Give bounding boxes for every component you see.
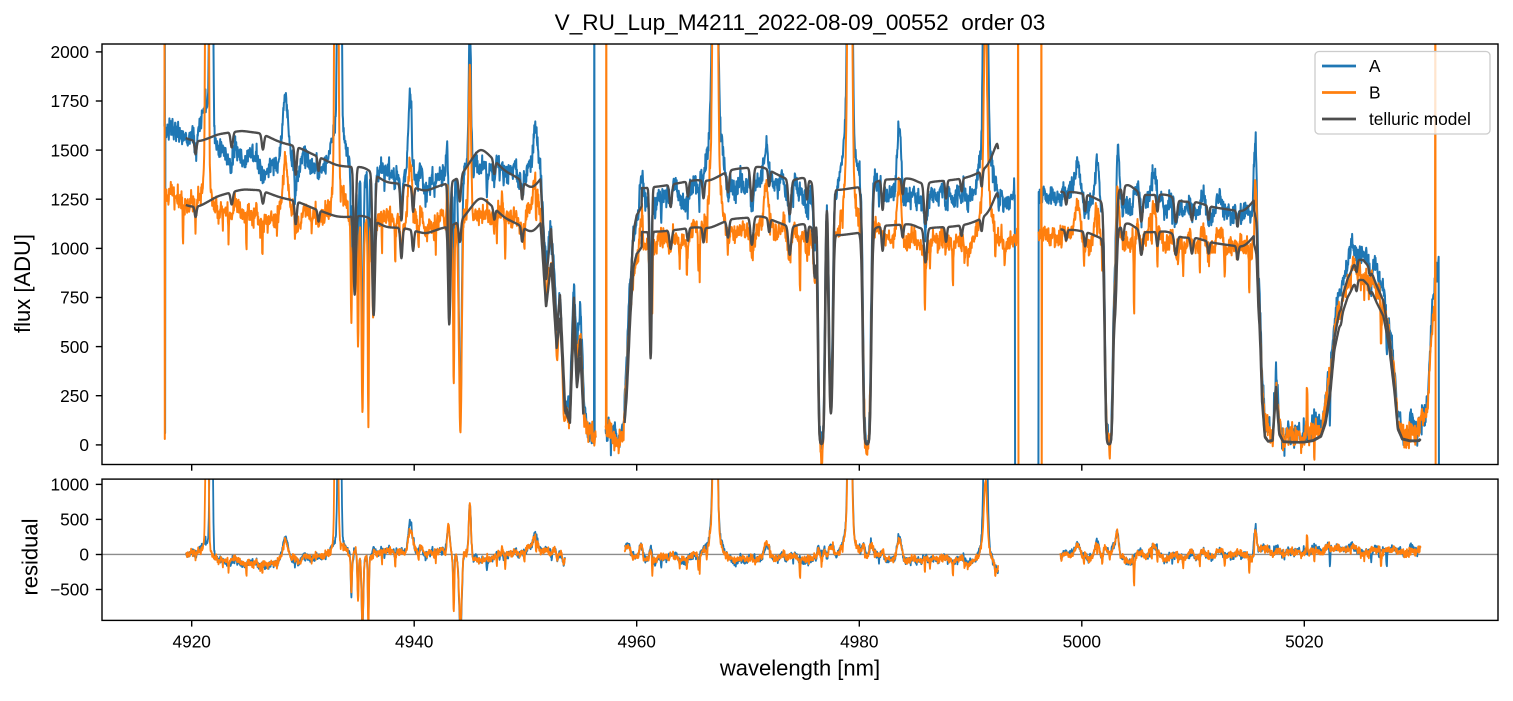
svg-text:500: 500 <box>60 510 89 530</box>
svg-text:2000: 2000 <box>51 42 89 62</box>
svg-text:flux [ADU]: flux [ADU] <box>10 234 35 333</box>
svg-text:1500: 1500 <box>51 140 89 160</box>
svg-text:0: 0 <box>79 545 89 565</box>
svg-text:residual: residual <box>18 518 43 595</box>
svg-text:1000: 1000 <box>51 239 89 259</box>
svg-text:1000: 1000 <box>51 475 89 495</box>
svg-text:4940: 4940 <box>395 631 433 651</box>
svg-text:750: 750 <box>60 288 89 308</box>
svg-text:0: 0 <box>79 435 89 455</box>
svg-text:5020: 5020 <box>1285 631 1323 651</box>
svg-text:250: 250 <box>60 386 89 406</box>
svg-text:1250: 1250 <box>51 189 89 209</box>
svg-text:A: A <box>1369 56 1381 76</box>
svg-text:telluric model: telluric model <box>1369 109 1471 129</box>
svg-text:500: 500 <box>60 337 89 357</box>
svg-text:B: B <box>1369 83 1381 103</box>
svg-text:5000: 5000 <box>1063 631 1101 651</box>
svg-text:4980: 4980 <box>840 631 878 651</box>
svg-text:−500: −500 <box>50 580 89 600</box>
svg-text:V_RU_Lup_M4211_2022-08-09_0055: V_RU_Lup_M4211_2022-08-09_00552 order 03 <box>555 10 1046 35</box>
svg-text:4920: 4920 <box>172 631 210 651</box>
svg-text:wavelength [nm]: wavelength [nm] <box>719 656 880 681</box>
svg-text:4960: 4960 <box>617 631 655 651</box>
svg-text:1750: 1750 <box>51 91 89 111</box>
